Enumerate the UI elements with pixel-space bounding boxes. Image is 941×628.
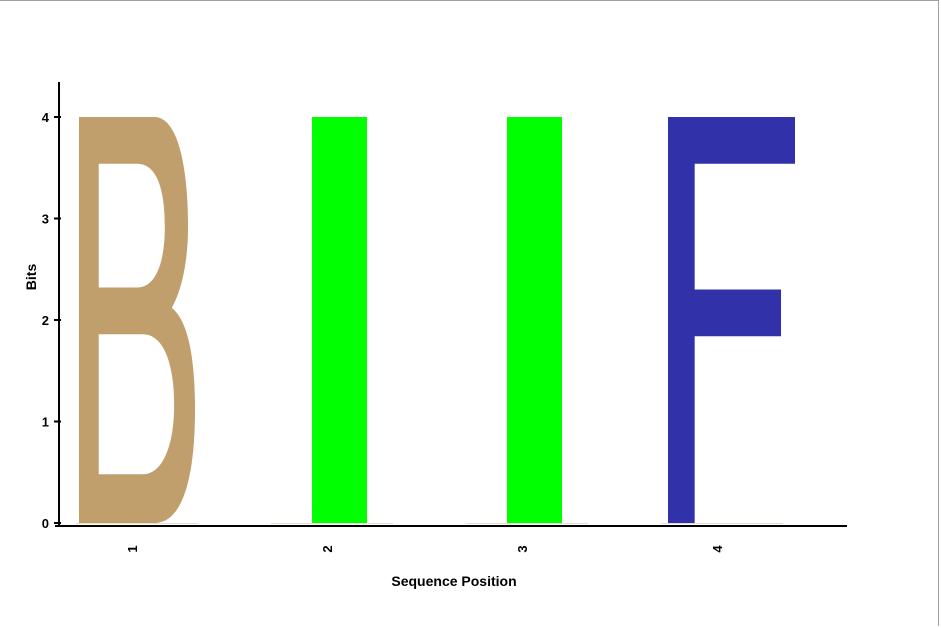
y-tick-label: 2	[42, 313, 49, 328]
letter-b-pos-1	[79, 117, 195, 523]
y-tick-label: 4	[42, 110, 50, 125]
letter-i-pos-3	[507, 117, 562, 523]
letter-f-pos-4	[668, 117, 795, 523]
x-tick-label: 3	[515, 545, 530, 552]
letter-stacks	[76, 117, 795, 524]
axes	[55, 82, 847, 527]
x-tick-label: 2	[320, 545, 335, 552]
y-tick-label: 3	[42, 212, 49, 227]
x-ticks: 1 2 3 4	[125, 545, 725, 553]
y-tick-label: 0	[42, 516, 49, 531]
y-axis-label: Bits	[23, 264, 39, 291]
x-tick-label: 1	[125, 545, 140, 552]
y-ticks: 0 1 2 3 4	[42, 110, 61, 531]
x-tick-label: 4	[710, 545, 725, 553]
x-axis-label: Sequence Position	[391, 573, 516, 589]
y-tick-label: 1	[42, 415, 49, 430]
letter-i-pos-2	[312, 117, 367, 523]
